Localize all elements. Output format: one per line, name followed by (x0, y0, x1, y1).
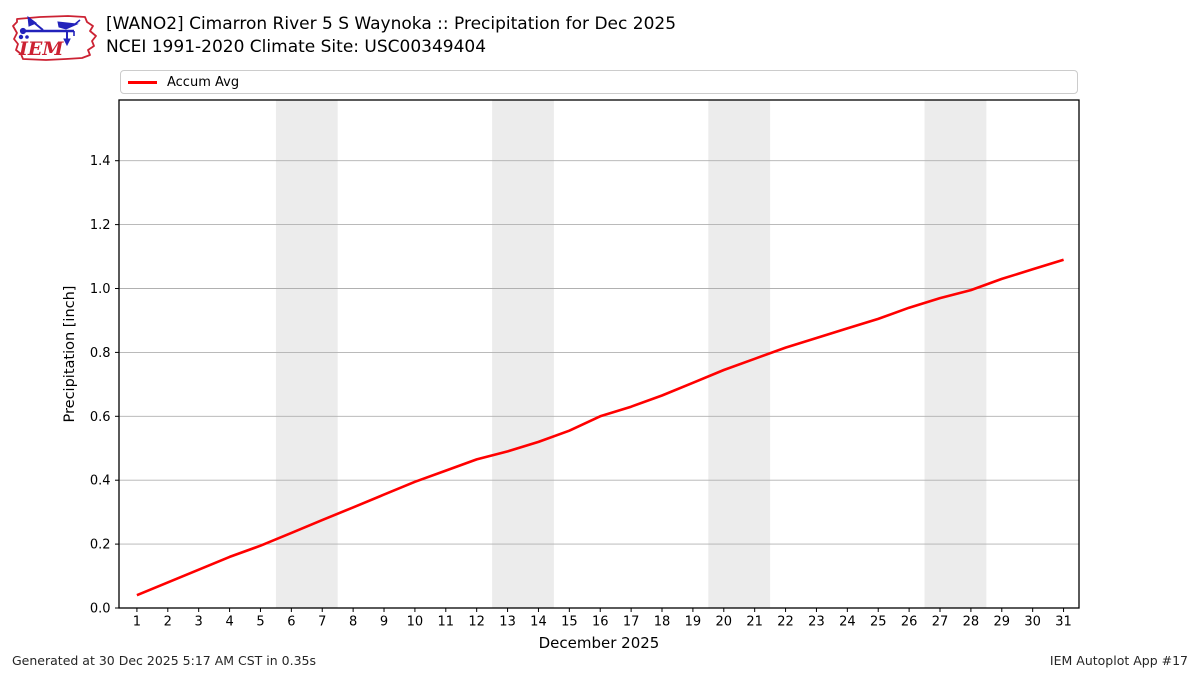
iowa-outline-icon (12, 15, 97, 61)
x-tick-label: 27 (932, 615, 949, 630)
x-tick-label: 22 (777, 615, 794, 630)
y-tick-label: 1.4 (90, 154, 111, 169)
x-tick-label: 11 (438, 615, 455, 630)
x-tick-label: 18 (654, 615, 671, 630)
y-tick-label: 0.6 (90, 410, 111, 425)
footer-app-credit: IEM Autoplot App #17 (1049, 653, 1188, 668)
weekend-band (924, 100, 987, 608)
title-block: [WANO2] Cimarron River 5 S Waynoka :: Pr… (106, 13, 676, 58)
x-tick-label: 15 (561, 615, 578, 630)
x-tick-label: 13 (499, 615, 516, 630)
x-tick-label: 8 (349, 615, 357, 630)
x-tick-label: 10 (407, 615, 424, 630)
x-tick-label: 9 (380, 615, 388, 630)
x-tick-label: 17 (623, 615, 640, 630)
x-tick-label: 16 (592, 615, 609, 630)
x-tick-label: 19 (685, 615, 702, 630)
x-tick-label: 6 (287, 615, 295, 630)
chart-subtitle: NCEI 1991-2020 Climate Site: USC00349404 (106, 36, 487, 57)
legend-line-swatch (128, 80, 157, 84)
x-tick-label: 24 (839, 615, 856, 630)
y-tick-label: 0.4 (90, 474, 111, 489)
weekend-band (275, 100, 338, 608)
x-tick-label: 1 (133, 615, 141, 630)
y-tick-label: 1.2 (90, 218, 111, 233)
y-tick-label: 0.2 (90, 538, 111, 553)
x-tick-label: 3 (195, 615, 203, 630)
weekend-band (492, 100, 554, 608)
y-tick-label: 1.0 (90, 282, 111, 297)
iem-logo-text: IEM (18, 38, 64, 60)
x-tick-label: 20 (716, 615, 733, 630)
weathervane-icon (18, 15, 81, 47)
x-tick-label: 7 (318, 615, 326, 630)
x-tick-label: 25 (870, 615, 887, 630)
iem-logo: IEM (12, 15, 97, 61)
x-tick-label: 28 (963, 615, 980, 630)
x-axis-label: December 2025 (538, 634, 660, 652)
x-tick-label: 26 (901, 615, 918, 630)
x-tick-label: 23 (808, 615, 825, 630)
x-tick-label: 31 (1055, 615, 1072, 630)
footer-generated-at: Generated at 30 Dec 2025 5:17 AM CST in … (12, 653, 316, 668)
legend-label: Accum Avg (167, 74, 240, 90)
x-tick-label: 29 (994, 615, 1011, 630)
y-tick-label: 0.8 (90, 346, 111, 361)
x-tick-label: 2 (164, 615, 172, 630)
y-tick-label: 0.0 (90, 602, 111, 617)
x-tick-label: 30 (1024, 615, 1041, 630)
plot-frame (118, 99, 1080, 609)
plot-area: 0.00.20.40.60.81.01.21.41 2 3 4 5 6 7 8 9 10 11 12 1… (90, 99, 1080, 630)
accum-avg-line (136, 258, 1064, 597)
x-tick-label: 14 (530, 615, 547, 630)
weekend-band (708, 100, 771, 608)
x-tick-label: 5 (256, 615, 264, 630)
y-axis-label: Precipitation [inch] (62, 285, 78, 423)
x-tick-label: 21 (746, 615, 763, 630)
x-tick-label: 4 (225, 615, 233, 630)
x-tick-label: 12 (468, 615, 485, 630)
chart-title: [WANO2] Cimarron River 5 S Waynoka :: Pr… (106, 14, 677, 34)
legend: Accum Avg (120, 70, 1078, 94)
